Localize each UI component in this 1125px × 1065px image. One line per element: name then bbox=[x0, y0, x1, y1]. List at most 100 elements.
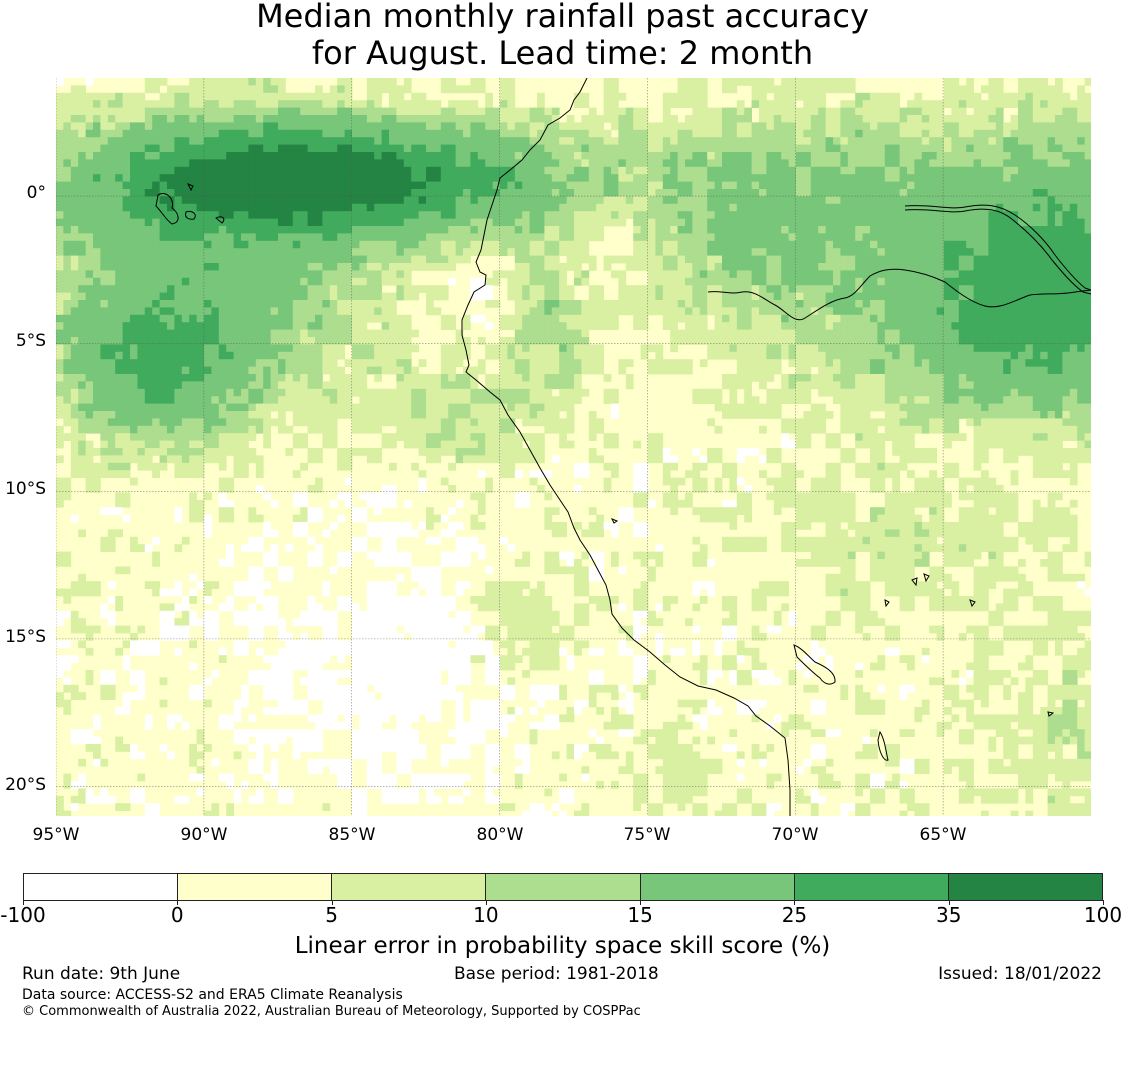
skill-cell bbox=[981, 218, 989, 227]
skill-cell bbox=[699, 337, 708, 345]
skill-cell bbox=[70, 240, 79, 249]
skill-cell bbox=[633, 211, 641, 219]
skill-cell bbox=[751, 100, 760, 108]
skill-cell bbox=[329, 203, 338, 212]
skill-cell bbox=[766, 107, 775, 116]
skill-cell bbox=[152, 78, 160, 86]
skill-cell bbox=[677, 174, 686, 182]
skill-cell bbox=[958, 263, 967, 271]
skill-cell bbox=[411, 107, 419, 116]
skill-cell bbox=[566, 322, 575, 330]
skill-cell bbox=[907, 226, 915, 234]
skill-cell bbox=[788, 292, 797, 301]
skill-cell bbox=[322, 218, 331, 227]
skill-cell bbox=[477, 218, 486, 227]
skill-cell bbox=[618, 292, 627, 301]
skill-cell bbox=[714, 240, 723, 249]
skill-cell bbox=[492, 226, 501, 234]
skill-cell bbox=[226, 107, 234, 116]
skill-cell bbox=[374, 181, 382, 190]
skill-cell bbox=[337, 85, 345, 94]
skill-cell bbox=[263, 240, 271, 249]
skill-cell bbox=[581, 152, 590, 160]
skill-cell bbox=[944, 233, 952, 242]
skill-cell bbox=[211, 292, 220, 301]
skill-cell bbox=[722, 344, 730, 353]
skill-cell bbox=[174, 129, 183, 138]
skill-cell bbox=[803, 196, 812, 205]
skill-cell bbox=[781, 166, 789, 175]
skill-cell bbox=[803, 270, 812, 279]
skill-cell bbox=[263, 211, 271, 219]
skill-cell bbox=[344, 211, 353, 219]
skill-cell bbox=[78, 129, 86, 138]
skill-cell bbox=[921, 100, 930, 108]
skill-cell bbox=[218, 351, 227, 360]
skill-cell bbox=[766, 189, 775, 197]
skill-cell bbox=[958, 174, 967, 182]
skill-cell bbox=[470, 196, 479, 205]
skill-cell bbox=[840, 351, 849, 360]
skill-cell bbox=[766, 137, 775, 145]
skill-cell bbox=[285, 359, 294, 367]
skill-cell bbox=[988, 277, 997, 286]
skill-cell bbox=[1062, 255, 1071, 264]
skill-cell bbox=[596, 359, 604, 367]
skill-cell bbox=[722, 85, 730, 94]
skill-cell bbox=[988, 196, 997, 205]
skill-cell bbox=[352, 255, 360, 264]
skill-cell bbox=[285, 322, 294, 330]
skill-cell bbox=[914, 203, 923, 212]
skill-cell bbox=[966, 144, 974, 153]
skill-cell bbox=[907, 329, 915, 338]
skill-cell bbox=[440, 285, 449, 293]
skill-cell bbox=[914, 115, 923, 123]
skill-cell bbox=[766, 100, 775, 108]
skill-cell bbox=[174, 292, 183, 301]
skill-cell bbox=[729, 107, 738, 116]
skill-cell bbox=[514, 300, 523, 308]
skill-cell bbox=[300, 166, 308, 175]
skill-cell bbox=[877, 211, 886, 219]
skill-cell bbox=[995, 277, 1004, 286]
skill-cell bbox=[981, 174, 989, 182]
skill-cell bbox=[981, 100, 989, 108]
skill-cell bbox=[344, 329, 353, 338]
skill-cell bbox=[1055, 189, 1063, 197]
skill-cell bbox=[78, 337, 86, 345]
skill-cell bbox=[884, 285, 893, 293]
skill-cell bbox=[788, 248, 797, 256]
skill-cell bbox=[655, 181, 664, 190]
skill-cell bbox=[1047, 92, 1056, 101]
skill-cell bbox=[847, 263, 856, 271]
skill-cell bbox=[226, 270, 234, 279]
skill-cell bbox=[596, 211, 604, 219]
skill-cell bbox=[966, 203, 974, 212]
skill-cell bbox=[440, 255, 449, 264]
skill-cell bbox=[85, 292, 94, 301]
skill-cell bbox=[329, 359, 338, 367]
skill-cell bbox=[773, 277, 782, 286]
skill-cell bbox=[855, 300, 863, 308]
skill-cell bbox=[389, 152, 397, 160]
skill-cell bbox=[477, 115, 486, 123]
skill-cell bbox=[677, 196, 686, 205]
skill-cell bbox=[1084, 300, 1091, 308]
skill-cell bbox=[929, 329, 937, 338]
skill-cell bbox=[100, 196, 109, 205]
skill-cell bbox=[352, 240, 360, 249]
skill-cell bbox=[270, 144, 279, 153]
skill-cell bbox=[803, 218, 812, 227]
skill-cell bbox=[63, 307, 72, 316]
skill-cell bbox=[1032, 174, 1041, 182]
skill-cell bbox=[315, 100, 323, 108]
skill-cell bbox=[1018, 233, 1026, 242]
skill-cell bbox=[278, 240, 286, 249]
skill-cell bbox=[988, 233, 997, 242]
skill-cell bbox=[174, 115, 183, 123]
skill-cell bbox=[1077, 337, 1085, 345]
skill-cell bbox=[300, 174, 308, 182]
skill-cell bbox=[300, 203, 308, 212]
skill-cell bbox=[359, 159, 368, 168]
skill-cell bbox=[396, 322, 405, 330]
